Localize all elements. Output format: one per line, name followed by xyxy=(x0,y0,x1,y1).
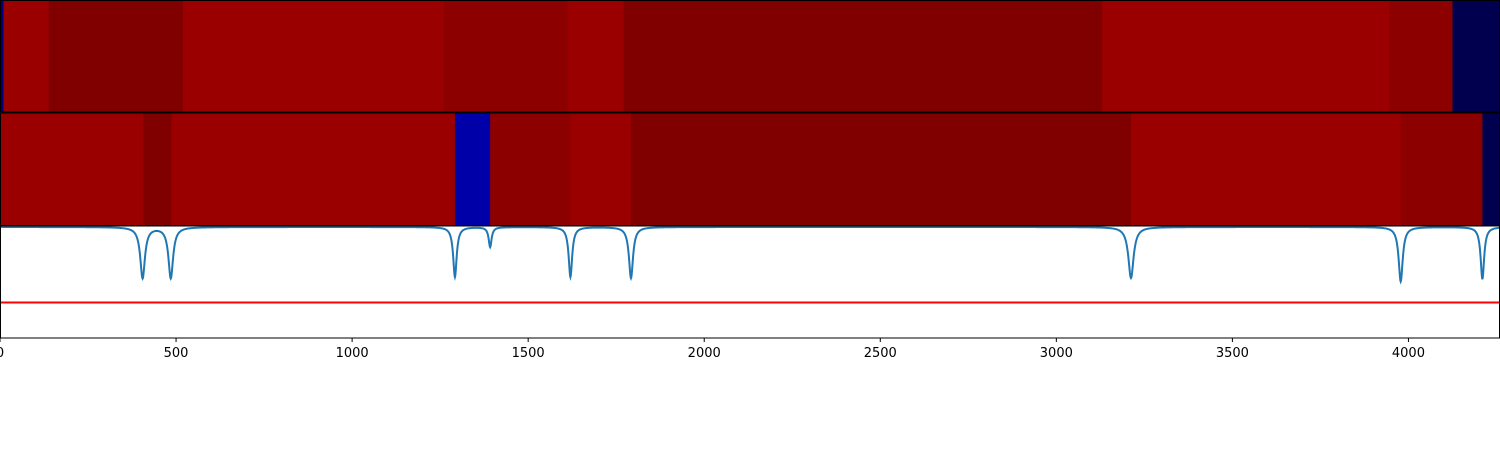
signal-line xyxy=(0,226,1500,285)
top-heatmap-segment-8 xyxy=(1389,0,1454,112)
x-tick-label-8: 4000 xyxy=(1392,346,1425,361)
middle-heatmap-segment-0 xyxy=(0,113,144,226)
top-heatmap-segment-6 xyxy=(623,0,1103,112)
top-heatmap-panel xyxy=(0,0,1500,112)
x-axis: 0 500 1000 1500 2000 2500 3000 3500 4000 xyxy=(0,338,1425,361)
x-tick-label-6: 3000 xyxy=(1040,346,1073,361)
middle-heatmap-segment-4 xyxy=(490,113,572,226)
middle-heatmap-segment-8 xyxy=(1400,113,1483,226)
middle-heatmap-segment-3 xyxy=(454,113,491,226)
middle-heatmap-segment-7 xyxy=(1130,113,1402,226)
middle-heatmap-segment-6 xyxy=(630,113,1132,226)
top-heatmap-segment-3 xyxy=(182,0,445,112)
middle-heatmap-segment-5 xyxy=(570,113,632,226)
x-tick-label-1: 500 xyxy=(164,346,189,361)
top-heatmap-segment-5 xyxy=(567,0,625,112)
bottom-plot-background xyxy=(0,226,1500,338)
bottom-line-panel xyxy=(0,226,1500,338)
top-heatmap-segment-0 xyxy=(0,0,5,112)
middle-heatmap-segment-9 xyxy=(1482,113,1500,226)
x-tick-label-3: 1500 xyxy=(512,346,545,361)
x-tick-label-4: 2000 xyxy=(688,346,721,361)
top-heatmap-segment-1 xyxy=(3,0,50,112)
middle-heatmap-segment-2 xyxy=(171,113,456,226)
top-heatmap-segment-9 xyxy=(1452,0,1500,112)
x-tick-label-2: 1000 xyxy=(336,346,369,361)
x-tick-label-5: 2500 xyxy=(864,346,897,361)
top-heatmap-segment-2 xyxy=(48,0,184,112)
x-tick-label-7: 3500 xyxy=(1216,346,1249,361)
middle-heatmap-panel xyxy=(0,113,1500,226)
x-tick-label-0: 0 xyxy=(0,346,4,361)
middle-heatmap-segment-1 xyxy=(143,113,173,226)
top-heatmap-segment-4 xyxy=(444,0,569,112)
top-heatmap-segment-7 xyxy=(1102,0,1390,112)
